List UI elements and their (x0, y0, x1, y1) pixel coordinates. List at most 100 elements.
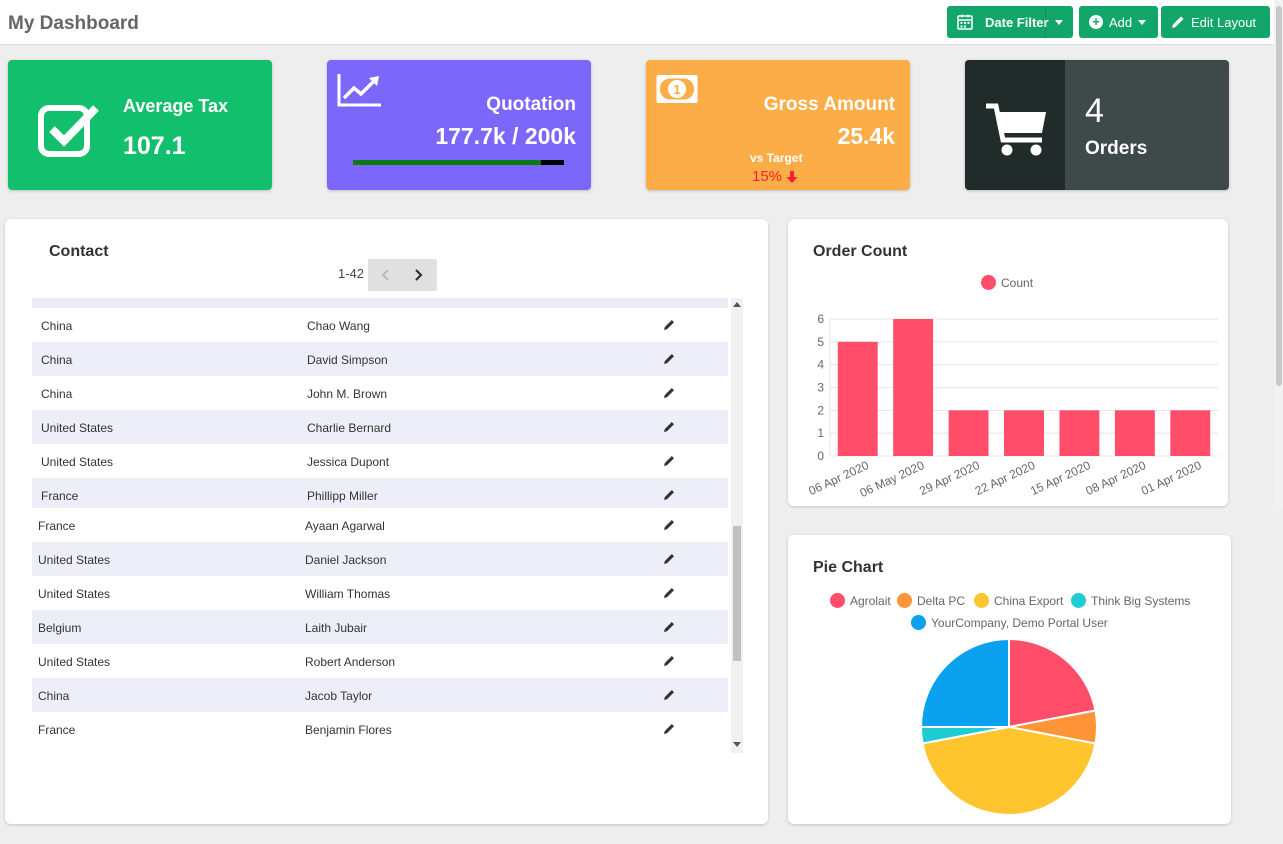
x-tick-label: 15 Apr 2020 (1028, 458, 1093, 498)
pie-slice[interactable] (1008, 637, 1097, 729)
pencil-icon[interactable] (663, 620, 676, 633)
pencil-icon[interactable] (663, 352, 676, 365)
order-count-title: Order Count (813, 243, 908, 260)
chevron-down-icon (1138, 19, 1147, 25)
table-row[interactable]: China Chao Wang (32, 308, 728, 342)
pie-chart-panel: Pie Chart Agrolait Delta PC China Export Th… (788, 535, 1231, 824)
country-cell: United States (38, 553, 111, 567)
pager-buttons (368, 259, 437, 291)
scroll-up-arrow[interactable] (733, 302, 741, 307)
pencil-icon[interactable] (663, 654, 676, 667)
edit-layout-button[interactable]: Edit Layout (1161, 6, 1270, 38)
legend-swatch (974, 593, 989, 608)
legend-item[interactable]: YourCompany, Demo Portal User (911, 615, 1108, 630)
table-row[interactable]: United States Robert Anderson (32, 644, 728, 678)
orders-card[interactable]: 4 Orders (965, 60, 1229, 190)
pie-chart (919, 637, 1098, 816)
y-tick-label: 1 (817, 426, 824, 440)
legend-item[interactable]: Think Big Systems (1071, 593, 1190, 608)
name-cell: John M. Brown (307, 387, 388, 401)
y-tick-label: 6 (817, 312, 824, 326)
arrow-down-icon (786, 170, 798, 183)
table-row[interactable]: United States Jessica Dupont (32, 444, 728, 478)
pencil-icon[interactable] (663, 722, 676, 735)
gross-amount-card[interactable]: 1 Gross Amount 25.4k vs Target 15% (646, 60, 910, 190)
calendar-icon (957, 14, 973, 30)
country-cell: United States (38, 655, 111, 669)
bar[interactable] (1170, 410, 1211, 456)
chevron-left-icon (381, 269, 389, 281)
name-cell: Laith Jubair (305, 621, 368, 635)
scroll-thumb[interactable] (733, 526, 741, 661)
legend-label: Delta PC (917, 593, 966, 608)
table-row[interactable]: China John M. Brown (32, 376, 728, 410)
top-bar: My Dashboard Date Filter + Add Edit Layo… (0, 0, 1283, 45)
table-row[interactable]: United States William Thomas (32, 576, 728, 610)
bar[interactable] (1059, 410, 1100, 456)
table-row[interactable]: France Benjamin Flores (32, 712, 728, 746)
date-filter-button[interactable]: Date Filter (947, 6, 1073, 38)
country-cell: France (41, 489, 79, 503)
pencil-icon[interactable] (663, 386, 676, 399)
legend-label: China Export (994, 593, 1064, 608)
average-tax-card[interactable]: Average Tax 107.1 (8, 60, 272, 190)
legend-swatch (1071, 593, 1086, 608)
banknote-icon: 1 (656, 75, 698, 103)
bar[interactable] (893, 319, 934, 456)
next-page-button[interactable] (402, 259, 436, 291)
pie-slice[interactable] (919, 637, 1010, 728)
gross-amount-label: Gross Amount (763, 94, 895, 115)
legend-item[interactable]: Delta PC (897, 593, 965, 608)
pie-slice[interactable] (921, 725, 1097, 816)
svg-text:1: 1 (673, 82, 680, 97)
contact-panel: Contact 1-42 China Chao Wang China David Si… (5, 219, 768, 824)
quotation-label: Quotation (486, 94, 576, 115)
country-cell: Belgium (38, 621, 82, 635)
table-row[interactable]: France Phillipp Miller (32, 478, 728, 512)
page-scrollbar[interactable] (1274, 0, 1283, 510)
country-cell: China (41, 353, 73, 367)
legend-item[interactable]: China Export (974, 593, 1063, 608)
table-row[interactable]: United States Daniel Jackson (32, 542, 728, 576)
page-scroll-thumb[interactable] (1276, 6, 1282, 386)
add-label: Add (1109, 14, 1133, 30)
legend-item-count[interactable]: Count (981, 275, 1033, 290)
legend-swatch (981, 275, 996, 290)
table-row[interactable]: China David Simpson (32, 342, 728, 376)
pencil-icon[interactable] (663, 454, 676, 467)
quotation-card[interactable]: Quotation 177.7k / 200k (327, 60, 591, 190)
bar[interactable] (1004, 410, 1044, 456)
previous-page-button[interactable] (368, 259, 402, 291)
table-row[interactable]: United States Charlie Bernard (32, 410, 728, 444)
orders-icon-box (965, 60, 1065, 190)
bar[interactable] (948, 410, 989, 456)
x-tick-label: 01 Apr 2020 (1139, 458, 1204, 498)
country-cell: China (38, 689, 70, 703)
x-tick-label: 08 Apr 2020 (1084, 458, 1149, 498)
scroll-down-arrow[interactable] (733, 742, 741, 747)
pencil-icon[interactable] (663, 488, 676, 501)
contact-title: Contact (49, 243, 109, 260)
add-button[interactable]: + Add (1079, 6, 1158, 38)
pencil-icon[interactable] (663, 518, 676, 531)
legend-swatch (911, 615, 926, 630)
name-cell: Charlie Bernard (307, 421, 392, 435)
legend-item[interactable]: Agrolait (830, 593, 891, 608)
pencil-icon[interactable] (663, 420, 676, 433)
x-tick-label: 29 Apr 2020 (917, 458, 982, 498)
pencil-icon[interactable] (663, 318, 676, 331)
table-row[interactable]: Belgium Laith Jubair (32, 610, 728, 644)
country-cell: France (38, 723, 76, 737)
bar[interactable] (837, 341, 878, 456)
bar[interactable] (1114, 410, 1155, 456)
table-row[interactable]: China Jacob Taylor (32, 678, 728, 712)
name-cell: Robert Anderson (305, 655, 396, 669)
pencil-icon[interactable] (663, 688, 676, 701)
table-scrollbar[interactable] (731, 298, 743, 753)
pencil-icon[interactable] (663, 552, 676, 565)
chevron-down-icon[interactable] (1055, 20, 1063, 25)
table-row[interactable]: France Ayaan Agarwal (32, 508, 728, 542)
legend-label: Agrolait (850, 593, 891, 608)
country-cell: China (41, 319, 73, 333)
pencil-icon[interactable] (663, 586, 676, 599)
